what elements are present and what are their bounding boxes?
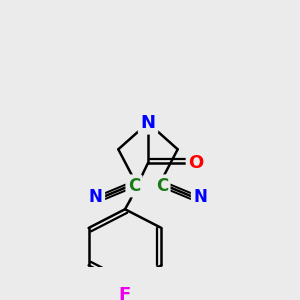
Text: F: F	[119, 286, 131, 300]
Text: O: O	[188, 154, 204, 172]
Text: N: N	[89, 188, 103, 206]
Text: N: N	[140, 114, 155, 132]
Text: N: N	[194, 188, 207, 206]
Text: C: C	[128, 177, 140, 195]
Text: C: C	[156, 177, 168, 195]
